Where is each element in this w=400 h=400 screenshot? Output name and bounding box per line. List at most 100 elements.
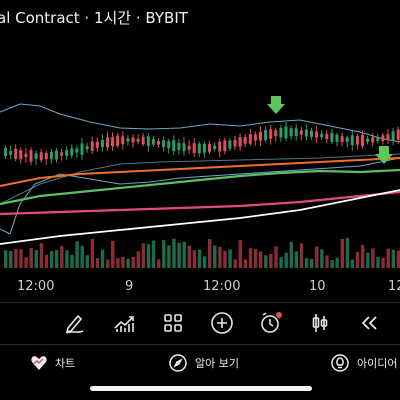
rewind-icon bbox=[357, 311, 381, 339]
x-axis-label: 9 bbox=[125, 279, 134, 294]
candle bbox=[218, 141, 222, 152]
volume-bar bbox=[294, 251, 299, 268]
candle bbox=[39, 152, 43, 161]
candle bbox=[157, 141, 160, 145]
volume-bar bbox=[223, 250, 227, 268]
candle bbox=[85, 146, 89, 150]
volume-bar bbox=[218, 246, 222, 268]
symbol-title[interactable]: al Contract · 1시간 · BYBIT bbox=[0, 9, 188, 27]
volume-bar bbox=[396, 250, 400, 268]
candle bbox=[106, 137, 109, 148]
volume-bar bbox=[60, 245, 64, 268]
volume-bar bbox=[274, 246, 278, 268]
volume-bar bbox=[391, 249, 395, 268]
volume-bar bbox=[14, 249, 18, 268]
candle bbox=[391, 131, 395, 141]
candle bbox=[320, 133, 324, 138]
add-button[interactable] bbox=[202, 306, 242, 344]
volume-bar bbox=[136, 251, 140, 268]
heart-chart-icon bbox=[30, 354, 48, 372]
signal-markers bbox=[267, 96, 393, 164]
candle bbox=[355, 136, 359, 145]
tab-chart[interactable]: 차트 bbox=[30, 346, 75, 380]
alarm-icon bbox=[258, 310, 284, 340]
volume-bar bbox=[259, 251, 263, 268]
volume-bar bbox=[381, 257, 385, 268]
draw-pen-icon bbox=[63, 311, 87, 339]
volume-bar bbox=[141, 243, 146, 268]
layout-button[interactable] bbox=[153, 306, 193, 344]
candle bbox=[299, 130, 303, 135]
volume-bar bbox=[75, 241, 79, 268]
volume-bar bbox=[24, 257, 28, 268]
ma-white bbox=[0, 189, 400, 245]
candle bbox=[243, 137, 247, 144]
volume-bar bbox=[269, 253, 273, 268]
candle bbox=[350, 135, 354, 146]
volume-bar bbox=[187, 245, 191, 268]
candle bbox=[294, 128, 298, 137]
volume-bar bbox=[182, 241, 186, 268]
bollinger-upper bbox=[0, 103, 400, 143]
lightbulb-icon bbox=[330, 353, 350, 373]
volume-bar bbox=[361, 245, 365, 268]
price-chart[interactable] bbox=[0, 34, 400, 274]
candlestick-icon bbox=[308, 311, 332, 339]
tab-label: 알아 보기 bbox=[195, 357, 239, 370]
volume-bars bbox=[4, 238, 400, 268]
candle bbox=[284, 126, 288, 139]
candle bbox=[264, 129, 268, 141]
chart-toolbar bbox=[0, 306, 400, 344]
chart-type-button[interactable] bbox=[300, 306, 340, 344]
candle bbox=[126, 138, 130, 142]
volume-bar bbox=[202, 256, 207, 268]
volume-bar bbox=[366, 252, 370, 268]
home-indicator bbox=[90, 386, 312, 391]
ma-green bbox=[0, 168, 400, 206]
candle bbox=[269, 129, 273, 139]
candle bbox=[274, 130, 278, 137]
replay-button[interactable] bbox=[349, 306, 389, 344]
volume-bar bbox=[100, 249, 105, 268]
candle bbox=[386, 134, 390, 141]
volume-bar bbox=[386, 248, 390, 268]
candle bbox=[116, 135, 120, 147]
volume-bar bbox=[49, 251, 54, 268]
candle bbox=[182, 143, 186, 152]
candle bbox=[90, 141, 94, 151]
volume-bar bbox=[106, 259, 110, 268]
volume-bar bbox=[95, 258, 100, 268]
volume-bar bbox=[121, 256, 125, 268]
candle bbox=[238, 137, 242, 147]
volume-bar bbox=[304, 258, 309, 268]
tab-explore[interactable]: 알아 보기 bbox=[168, 346, 239, 380]
volume-bar bbox=[376, 256, 380, 268]
volume-bar bbox=[243, 259, 248, 268]
candle bbox=[80, 143, 84, 155]
candle bbox=[167, 141, 171, 149]
candle bbox=[172, 140, 176, 152]
candle bbox=[95, 141, 99, 148]
alert-button[interactable] bbox=[251, 306, 291, 344]
candle bbox=[136, 138, 140, 142]
candle bbox=[187, 145, 191, 150]
volume-bar bbox=[9, 250, 13, 268]
candle bbox=[4, 147, 7, 157]
draw-tool-button[interactable] bbox=[55, 306, 95, 344]
candle bbox=[44, 152, 48, 160]
volume-bar bbox=[162, 240, 166, 268]
candle bbox=[146, 136, 150, 147]
signal-arrow-icon bbox=[267, 96, 285, 114]
candle bbox=[330, 132, 334, 142]
signal-arrow-icon bbox=[375, 146, 393, 164]
candle bbox=[366, 138, 370, 142]
tab-ideas[interactable]: 아이디어 bbox=[330, 346, 397, 380]
indicators-button[interactable] bbox=[104, 306, 144, 344]
candle bbox=[340, 136, 344, 142]
candle bbox=[253, 134, 257, 141]
compass-icon bbox=[168, 353, 188, 373]
candle bbox=[75, 148, 79, 153]
candle bbox=[371, 137, 375, 143]
volume-bar bbox=[131, 256, 135, 268]
volume-bar bbox=[284, 252, 288, 268]
